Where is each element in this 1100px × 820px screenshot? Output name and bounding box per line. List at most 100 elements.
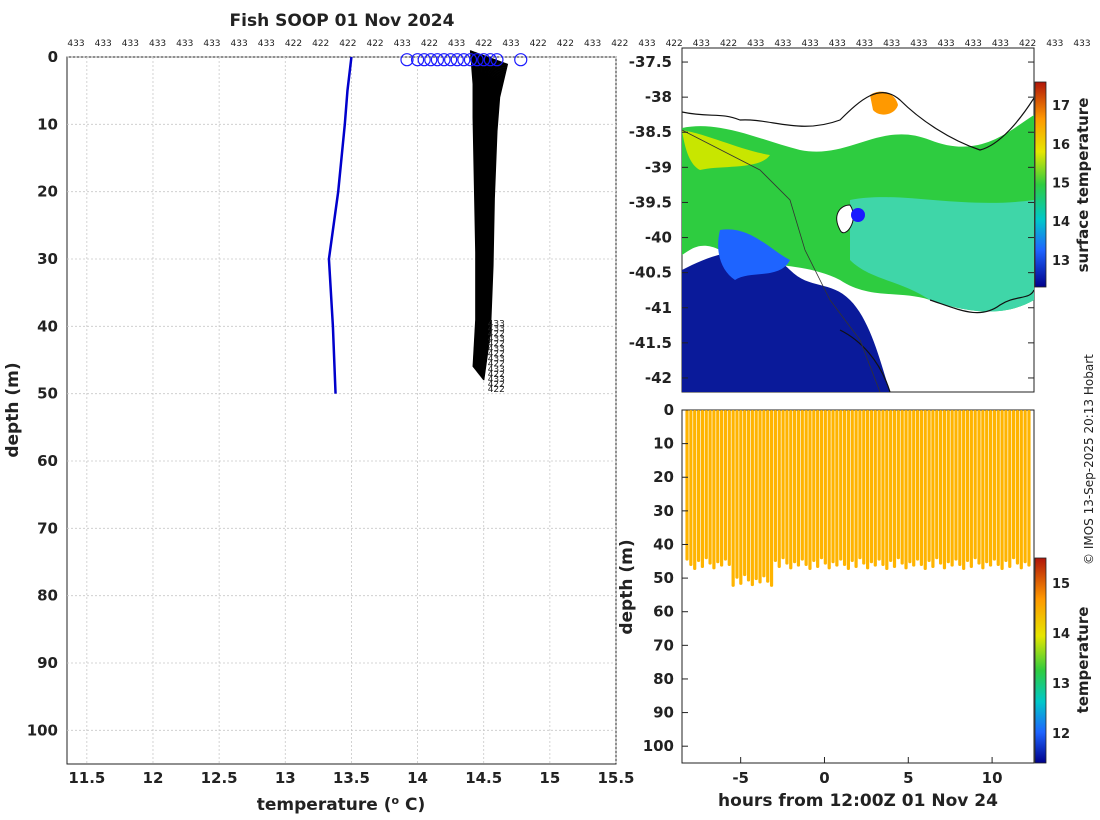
depth-time-ytick-label: 30 xyxy=(653,502,674,520)
map-ocean-teal xyxy=(850,197,1034,312)
profile-top-label: 433 xyxy=(856,39,873,49)
profile-ytick-label: 90 xyxy=(37,654,58,672)
depth-time-cast xyxy=(950,410,954,567)
profile-ytick-label: 0 xyxy=(48,48,58,66)
depth-time-cast xyxy=(869,410,874,564)
depth-time-cast xyxy=(816,410,820,569)
depth-time-cast xyxy=(889,410,893,562)
depth-time-cast xyxy=(789,410,793,570)
depth-time-cast xyxy=(900,410,904,565)
profile-top-label: 433 xyxy=(203,39,220,49)
depth-time-cast xyxy=(819,410,824,560)
profile-top-label: 433 xyxy=(774,39,791,49)
surface-marker xyxy=(463,53,478,67)
depth-time-cast xyxy=(758,410,762,584)
depth-time-cast xyxy=(927,410,931,562)
profile-top-label: 433 xyxy=(448,39,465,49)
surface-marker xyxy=(457,53,471,67)
profile-xtick-label: 14.5 xyxy=(465,769,502,787)
profile-top-label: 433 xyxy=(502,39,519,49)
profile-top-label: 422 xyxy=(530,39,547,49)
surface-marker xyxy=(424,53,438,67)
depth-time-cast xyxy=(866,410,870,570)
depth-time-cast xyxy=(796,410,801,567)
depth-time-cast xyxy=(962,410,966,571)
profile-ytick-label: 50 xyxy=(37,385,58,403)
depth-time-colorbar xyxy=(1034,557,1047,764)
profile-top-label: 433 xyxy=(394,39,411,49)
surface-marker xyxy=(477,53,491,67)
depth-time-cast xyxy=(827,410,831,570)
depth-time-colorbar-tick: 12 xyxy=(1052,727,1070,742)
depth-time-cast xyxy=(915,410,920,561)
depth-time-cast xyxy=(904,410,908,570)
profile-top-label: 433 xyxy=(747,39,764,49)
depth-time-cast xyxy=(996,410,1000,566)
depth-time-cast xyxy=(992,410,996,561)
profile-ytick-label: 40 xyxy=(37,317,58,335)
depth-time-cast xyxy=(808,410,812,571)
depth-time-cast xyxy=(800,410,804,561)
depth-time-cast xyxy=(854,410,858,569)
depth-time-cast xyxy=(773,410,777,562)
depth-time-cast xyxy=(973,410,977,560)
profile-end-label: 433 xyxy=(488,355,505,365)
profile-ytick-label: 60 xyxy=(37,452,58,470)
depth-time-cast xyxy=(923,410,927,571)
profile-end-label: 433 xyxy=(488,324,505,334)
depth-time-colorbar-label: temperature xyxy=(1074,607,1092,714)
depth-time-cast xyxy=(892,410,897,569)
depth-time-cast xyxy=(739,410,743,585)
profile-top-label: 433 xyxy=(829,39,846,49)
profile-top-label: 422 xyxy=(611,39,628,49)
profile-top-label: 433 xyxy=(149,39,166,49)
profile-top-label: 422 xyxy=(557,39,574,49)
surface-marker xyxy=(444,53,458,67)
depth-time-cast xyxy=(754,410,758,581)
profile-xtick-label: 13 xyxy=(275,769,296,787)
profile-xtick-label: 15 xyxy=(539,769,560,787)
map-ocean-cold xyxy=(682,251,890,392)
depth-time-colorbar-tick: 13 xyxy=(1052,677,1070,692)
profile-xtick-label: 15.5 xyxy=(597,769,634,787)
profile-xtick-label: 12.5 xyxy=(201,769,238,787)
depth-time-cast xyxy=(704,410,708,560)
profile-top-label: 422 xyxy=(720,39,737,49)
profile-end-label: 433 xyxy=(488,345,505,355)
profile-axes-box xyxy=(66,56,617,765)
surface-marker xyxy=(470,53,484,67)
map-coastline-north xyxy=(682,92,1034,151)
depth-time-cast xyxy=(1000,410,1004,571)
depth-time-cast xyxy=(850,410,854,562)
depth-time-cast xyxy=(977,410,981,565)
map-colorbar-tick: 15 xyxy=(1052,177,1070,192)
profile-xtick-label: 12 xyxy=(143,769,164,787)
map-ocean-eddy xyxy=(718,229,790,280)
depth-time-cast xyxy=(785,410,789,565)
depth-time-cast xyxy=(712,410,716,570)
depth-time-cast xyxy=(743,410,747,577)
depth-time-xtick-label: 5 xyxy=(903,769,913,787)
depth-time-cast xyxy=(1019,410,1023,570)
surface-marker xyxy=(400,53,414,67)
profile-xlabel: temperature (o C) xyxy=(257,794,426,816)
profile-ytick-label: 100 xyxy=(27,721,58,739)
profile-top-label: 433 xyxy=(693,39,710,49)
depth-time-cast xyxy=(954,410,958,561)
depth-time-cast xyxy=(877,410,881,561)
depth-time-cast xyxy=(931,410,935,569)
profile-xtick-label: 13.5 xyxy=(333,769,370,787)
profile-top-label: 422 xyxy=(1019,39,1036,49)
profile-end-label: 422 xyxy=(488,360,505,370)
depth-time-axes-box xyxy=(681,409,1035,764)
profile-end-label: 422 xyxy=(488,329,505,339)
profile-end-label: 433 xyxy=(488,319,505,329)
depth-time-ytick-label: 50 xyxy=(653,569,674,587)
map-ytick-label: -40.5 xyxy=(629,264,672,282)
depth-time-cast xyxy=(777,410,781,569)
depth-time-cast xyxy=(750,410,754,587)
surface-marker xyxy=(490,53,504,67)
surface-marker xyxy=(417,53,431,67)
surface-marker xyxy=(483,53,497,67)
